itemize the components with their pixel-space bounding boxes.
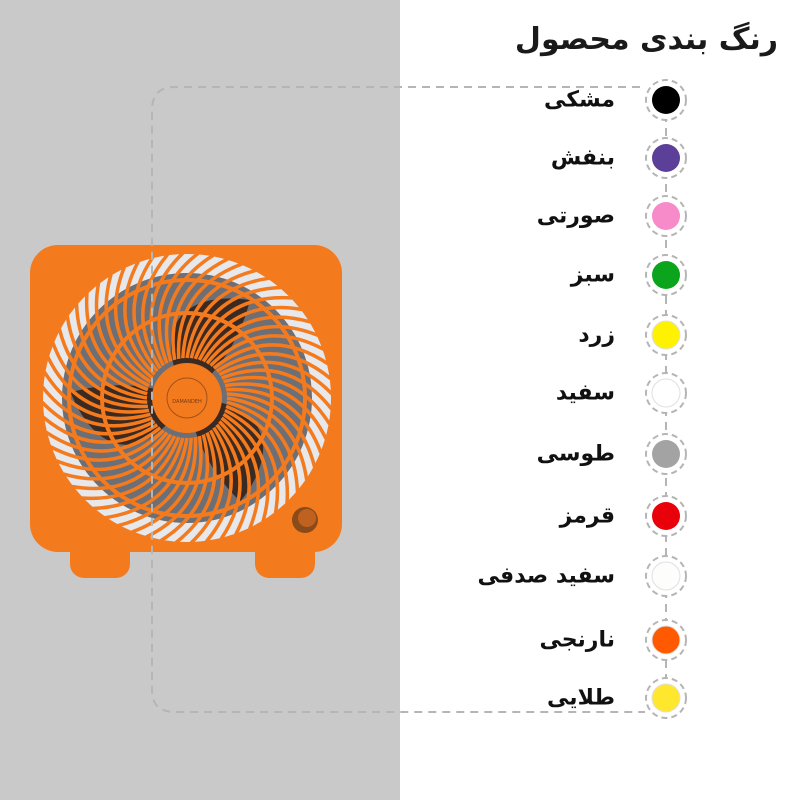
color-label: نارنجی <box>539 627 615 653</box>
swatch-fill <box>651 625 681 655</box>
color-label: صورتی <box>536 203 615 229</box>
color-swatch[interactable] <box>645 619 687 661</box>
swatch-fill <box>651 683 681 713</box>
fan-product-image: DAMANDEH <box>30 245 342 578</box>
color-label: سفید <box>555 380 615 406</box>
color-swatch[interactable] <box>645 79 687 121</box>
color-swatch[interactable] <box>645 314 687 356</box>
swatch-fill <box>652 502 680 530</box>
swatch-fill <box>651 378 681 408</box>
color-swatch[interactable] <box>645 137 687 179</box>
color-label: زرد <box>578 322 615 348</box>
color-label: قرمز <box>559 503 615 529</box>
swatch-fill <box>652 86 680 114</box>
brand-logo <box>166 377 208 419</box>
color-swatch[interactable] <box>645 433 687 475</box>
color-swatch[interactable] <box>645 254 687 296</box>
page-title: رنگ بندی محصول <box>514 22 778 57</box>
color-label: طوسی <box>536 441 615 467</box>
swatch-fill <box>652 144 680 172</box>
color-swatch[interactable] <box>645 495 687 537</box>
color-swatch[interactable] <box>645 677 687 719</box>
color-swatch[interactable] <box>645 195 687 237</box>
swatch-fill <box>651 561 681 591</box>
color-label: سفید صدفی <box>477 563 615 589</box>
color-label: مشکی <box>543 87 615 113</box>
swatch-fill <box>652 440 680 468</box>
brand-logo-text: DAMANDEH <box>172 399 202 405</box>
fan-hub <box>152 363 222 433</box>
color-label: بنفش <box>550 145 615 171</box>
swatch-fill <box>651 320 681 350</box>
color-swatch[interactable] <box>645 372 687 414</box>
color-swatch[interactable] <box>645 555 687 597</box>
color-label: طلایی <box>547 685 615 711</box>
swatch-fill <box>652 202 680 230</box>
color-label: سبز <box>570 262 615 288</box>
dashed-frame <box>151 86 645 713</box>
swatch-fill <box>652 261 680 289</box>
